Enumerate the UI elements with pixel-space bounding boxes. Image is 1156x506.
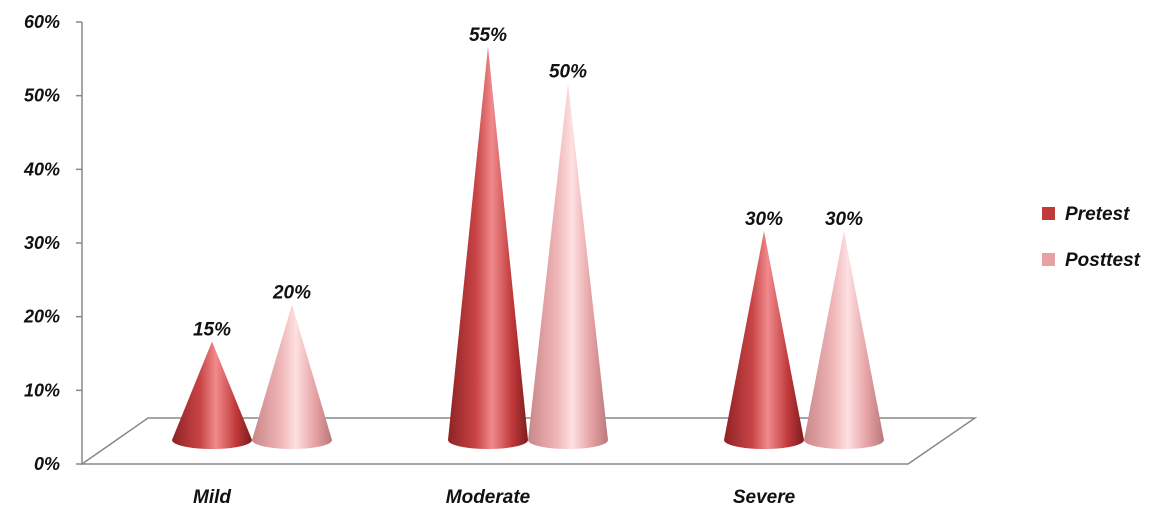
data-label: 30% <box>745 209 783 230</box>
cone-pretest-mild <box>172 342 252 450</box>
cone-pretest-moderate <box>448 47 528 449</box>
y-axis: 0% 10% 20% 30% 40% 50% 60% <box>23 12 82 474</box>
legend-swatch-pretest <box>1042 207 1055 220</box>
cone-body <box>252 305 332 449</box>
cone-group <box>172 47 884 449</box>
cone-pretest-severe <box>724 231 804 449</box>
category-label: Moderate <box>446 487 531 506</box>
category-label-group: Mild Moderate Severe <box>193 487 796 506</box>
y-tick-group: 0% 10% 20% 30% 40% 50% 60% <box>23 12 82 474</box>
y-tick-label: 0% <box>34 454 60 474</box>
cone-body <box>724 231 804 449</box>
y-tick-label: 10% <box>24 380 60 400</box>
y-tick-label: 30% <box>24 233 60 253</box>
legend-label-pretest: Pretest <box>1065 204 1130 225</box>
data-label: 15% <box>193 320 231 341</box>
legend-swatch-posttest <box>1042 253 1055 266</box>
y-tick-label: 40% <box>23 159 60 179</box>
legend: Pretest Posttest <box>1042 204 1141 271</box>
cone-posttest-severe <box>804 231 884 449</box>
data-label: 30% <box>825 209 863 230</box>
legend-label-posttest: Posttest <box>1065 250 1141 271</box>
data-label: 20% <box>272 283 311 304</box>
cone-body <box>528 84 608 449</box>
category-label: Mild <box>193 487 231 506</box>
cone-body <box>448 47 528 449</box>
y-tick-label: 60% <box>24 12 60 32</box>
data-label: 50% <box>549 62 587 83</box>
y-tick-label: 50% <box>24 86 60 106</box>
y-tick-label: 20% <box>23 307 60 327</box>
cone-body <box>172 342 252 450</box>
cone-posttest-moderate <box>528 84 608 449</box>
cone-body <box>804 231 884 449</box>
cone-posttest-mild <box>252 305 332 449</box>
data-label: 55% <box>469 25 507 46</box>
category-label: Severe <box>733 487 796 506</box>
